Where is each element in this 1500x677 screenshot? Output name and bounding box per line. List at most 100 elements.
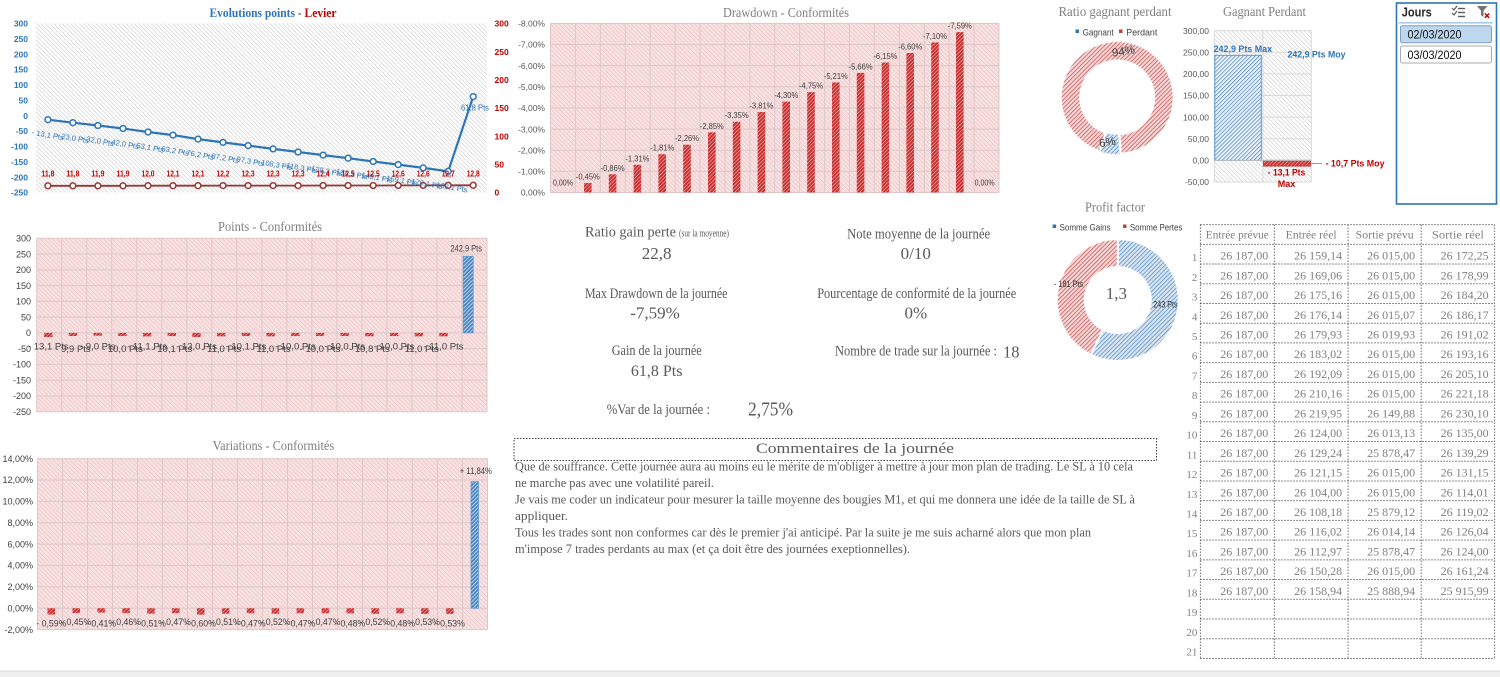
svg-text:242,9 Pts Max: 242,9 Pts Max: [1214, 44, 1273, 54]
svg-text:-150: -150: [11, 157, 28, 167]
svg-text:10: 10: [1186, 430, 1198, 442]
svg-text:26 015,00: 26 015,00: [1367, 566, 1415, 578]
svg-text:Somme Pertes: Somme Pertes: [1130, 223, 1183, 233]
svg-text:Perdant: Perdant: [1126, 28, 1157, 38]
svg-text:-1,81%: -1,81%: [650, 143, 674, 153]
svg-text:8: 8: [1192, 390, 1198, 402]
svg-text:200: 200: [495, 75, 509, 85]
svg-text:250: 250: [14, 34, 28, 44]
svg-text:+ 11,84%: + 11,84%: [460, 466, 492, 476]
svg-text:26 172,25: 26 172,25: [1441, 251, 1489, 263]
svg-text:- 10,0 Pts: - 10,0 Pts: [374, 342, 415, 353]
svg-text:-7,59%: -7,59%: [948, 21, 972, 31]
svg-text:Entrée prévue: Entrée prévue: [1206, 229, 1269, 241]
svg-text:appliquer.: appliquer.: [515, 508, 568, 523]
svg-text:150: 150: [495, 103, 509, 113]
svg-text:150,00: 150,00: [1183, 91, 1209, 101]
svg-text:03/03/2020: 03/03/2020: [1408, 50, 1462, 62]
svg-text:100: 100: [16, 297, 31, 307]
svg-text:26 114,01: 26 114,01: [1441, 487, 1489, 499]
svg-text:26 135,00: 26 135,00: [1441, 428, 1489, 440]
svg-text:12,1: 12,1: [192, 169, 205, 179]
svg-text:6: 6: [1192, 351, 1198, 363]
svg-text:%Var de la journée :: %Var de la journée :: [607, 402, 710, 418]
svg-text:-3,00%: -3,00%: [518, 124, 545, 134]
svg-text:-0,86%: -0,86%: [601, 163, 625, 173]
svg-text:-6,15%: -6,15%: [873, 51, 897, 61]
svg-text:18: 18: [1186, 587, 1198, 599]
svg-text:26 015,00: 26 015,00: [1367, 487, 1415, 499]
svg-text:-6,00%: -6,00%: [518, 61, 545, 71]
svg-text:- 0,45%: - 0,45%: [61, 617, 91, 627]
svg-text:11,9: 11,9: [117, 169, 130, 179]
svg-text:26 129,24: 26 129,24: [1294, 448, 1342, 460]
svg-text:Max Drawdown de la journée: Max Drawdown de la journée: [585, 286, 728, 302]
svg-text:26 184,20: 26 184,20: [1441, 290, 1489, 302]
svg-text:Variations - Conformités: Variations - Conformités: [213, 438, 335, 453]
svg-text:Sortie prévu: Sortie prévu: [1356, 229, 1414, 241]
svg-text:12,3: 12,3: [292, 169, 305, 179]
svg-text:- 9,9 Pts: - 9,9 Pts: [55, 344, 91, 355]
svg-text:26 187,00: 26 187,00: [1220, 369, 1268, 381]
svg-text:Ratio gain perte: Ratio gain perte: [585, 225, 676, 241]
svg-text:26 150,28: 26 150,28: [1294, 566, 1342, 578]
svg-text:26 187,00: 26 187,00: [1220, 251, 1268, 263]
svg-text:-2,26%: -2,26%: [675, 133, 699, 143]
svg-text:Profit factor: Profit factor: [1085, 200, 1145, 215]
svg-text:-5,00%: -5,00%: [518, 82, 545, 92]
svg-text:242,9 Pts: 242,9 Pts: [450, 244, 482, 254]
svg-text:25 878,47: 25 878,47: [1367, 546, 1415, 558]
svg-text:0/10: 0/10: [901, 244, 931, 263]
svg-text:11: 11: [1187, 449, 1198, 461]
svg-text:- 11,0 Pts: - 11,0 Pts: [424, 342, 464, 353]
svg-text:-2,00%: -2,00%: [4, 625, 33, 635]
svg-text:150: 150: [16, 281, 31, 291]
svg-text:17: 17: [1186, 568, 1198, 580]
svg-text:- 10,1 Pts: - 10,1 Pts: [151, 344, 192, 355]
svg-text:26 121,15: 26 121,15: [1294, 468, 1342, 480]
svg-text:300: 300: [495, 19, 509, 29]
svg-text:26 187,00: 26 187,00: [1220, 586, 1268, 598]
svg-text:11,8: 11,8: [41, 169, 54, 179]
svg-text:12,6: 12,6: [417, 169, 430, 179]
svg-text:26 015,00: 26 015,00: [1367, 251, 1415, 263]
svg-text:-1,00%: -1,00%: [518, 167, 545, 177]
svg-text:-150: -150: [13, 375, 31, 385]
svg-text:- 10,0 Pts: - 10,0 Pts: [275, 342, 316, 353]
svg-text:-50: -50: [16, 126, 29, 136]
svg-text:12,6: 12,6: [392, 169, 405, 179]
svg-text:26 187,00: 26 187,00: [1220, 428, 1268, 440]
svg-text:- 11,0 Pts: - 11,0 Pts: [201, 344, 241, 355]
svg-text:-100: -100: [13, 360, 31, 370]
svg-text:26 187,00: 26 187,00: [1220, 507, 1268, 519]
svg-text:02/03/2020: 02/03/2020: [1408, 30, 1462, 42]
svg-text:12,5: 12,5: [342, 169, 355, 179]
svg-text:2,00%: 2,00%: [7, 582, 33, 592]
svg-text:50,00: 50,00: [1188, 134, 1210, 144]
svg-text:-6,60%: -6,60%: [898, 42, 922, 52]
svg-text:26 230,10: 26 230,10: [1441, 408, 1489, 420]
svg-text:Somme Gains: Somme Gains: [1060, 223, 1111, 233]
svg-text:10,00%: 10,00%: [2, 497, 33, 507]
svg-text:26 183,02: 26 183,02: [1294, 349, 1342, 361]
svg-text:- 0,52%: - 0,52%: [360, 617, 390, 627]
svg-text:Jours: Jours: [1402, 6, 1432, 20]
svg-text:12,00%: 12,00%: [2, 475, 33, 485]
svg-text:- 0,53%: - 0,53%: [410, 617, 440, 627]
svg-text:94%: 94%: [1111, 44, 1136, 59]
svg-text:Max: Max: [1278, 179, 1296, 189]
svg-text:- 10,0 Pts: - 10,0 Pts: [300, 344, 341, 355]
svg-text:- 0,47%: - 0,47%: [236, 619, 266, 629]
svg-text:- 0,51%: - 0,51%: [136, 619, 166, 629]
svg-text:- 13,1 Pts: - 13,1 Pts: [28, 342, 69, 353]
svg-text:26 169,06: 26 169,06: [1294, 270, 1342, 282]
svg-text:2: 2: [1192, 272, 1198, 284]
svg-text:26 108,18: 26 108,18: [1294, 507, 1342, 519]
svg-text:20: 20: [1186, 627, 1198, 639]
svg-text:-0,45%: -0,45%: [576, 172, 600, 182]
svg-text:0: 0: [26, 328, 31, 338]
svg-text:26 187,00: 26 187,00: [1220, 389, 1268, 401]
svg-text:300: 300: [14, 19, 28, 29]
svg-text:250: 250: [495, 47, 509, 57]
svg-text:-200: -200: [11, 172, 28, 182]
